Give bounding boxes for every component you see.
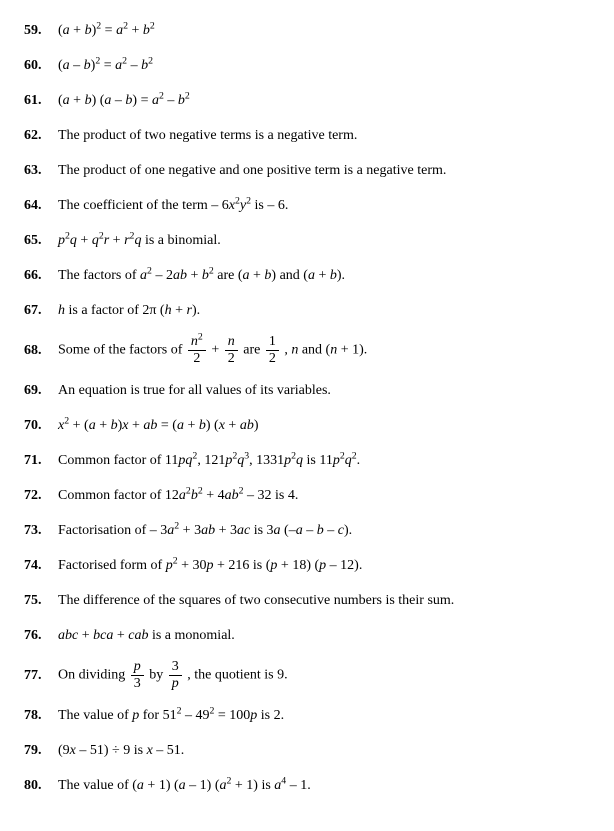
question-number: 76. xyxy=(24,625,58,646)
question-item: 80.The value of (a + 1) (a – 1) (a2 + 1)… xyxy=(24,775,590,796)
question-item: 61.(a + b) (a – b) = a2 – b2 xyxy=(24,90,590,111)
question-text: abc + bca + cab is a monomial. xyxy=(58,625,590,646)
question-item: 79.(9x – 51) ÷ 9 is x – 51. xyxy=(24,740,590,761)
question-item: 76.abc + bca + cab is a monomial. xyxy=(24,625,590,646)
question-item: 73.Factorisation of – 3a2 + 3ab + 3ac is… xyxy=(24,520,590,541)
question-item: 59.(a + b)2 = a2 + b2 xyxy=(24,20,590,41)
question-number: 62. xyxy=(24,125,58,146)
question-text: The product of one negative and one posi… xyxy=(58,160,590,181)
question-item: 72.Common factor of 12a2b2 + 4ab2 – 32 i… xyxy=(24,485,590,506)
question-text: The product of two negative terms is a n… xyxy=(58,125,590,146)
question-number: 71. xyxy=(24,450,58,471)
question-number: 66. xyxy=(24,265,58,286)
question-text: The coefficient of the term – 6x2y2 is –… xyxy=(58,195,590,216)
question-text: Factorised form of p2 + 30p + 216 is (p … xyxy=(58,555,590,576)
question-text: p2q + q2r + r2q is a binomial. xyxy=(58,230,590,251)
question-number: 79. xyxy=(24,740,58,761)
question-text: x2 + (a + b)x + ab = (a + b) (x + ab) xyxy=(58,415,590,436)
question-text: Factorisation of – 3a2 + 3ab + 3ac is 3a… xyxy=(58,520,590,541)
question-number: 64. xyxy=(24,195,58,216)
question-item: 74.Factorised form of p2 + 30p + 216 is … xyxy=(24,555,590,576)
question-list: 59.(a + b)2 = a2 + b260.(a – b)2 = a2 – … xyxy=(24,20,590,796)
question-item: 67.h is a factor of 2π (h + r). xyxy=(24,300,590,321)
question-number: 59. xyxy=(24,20,58,41)
question-text: On dividing p3 by 3p , the quotient is 9… xyxy=(58,660,590,691)
question-number: 63. xyxy=(24,160,58,181)
question-text: The factors of a2 – 2ab + b2 are (a + b)… xyxy=(58,265,590,286)
question-item: 70.x2 + (a + b)x + ab = (a + b) (x + ab) xyxy=(24,415,590,436)
question-number: 68. xyxy=(24,340,58,361)
question-text: h is a factor of 2π (h + r). xyxy=(58,300,590,321)
question-item: 68.Some of the factors of n22 + n2 are 1… xyxy=(24,335,590,366)
question-item: 77.On dividing p3 by 3p , the quotient i… xyxy=(24,660,590,691)
question-text: The value of (a + 1) (a – 1) (a2 + 1) is… xyxy=(58,775,590,796)
question-number: 67. xyxy=(24,300,58,321)
question-item: 71.Common factor of 11pq2, 121p2q3, 1331… xyxy=(24,450,590,471)
question-number: 73. xyxy=(24,520,58,541)
question-item: 60.(a – b)2 = a2 – b2 xyxy=(24,55,590,76)
question-number: 77. xyxy=(24,665,58,686)
question-number: 74. xyxy=(24,555,58,576)
question-item: 62.The product of two negative terms is … xyxy=(24,125,590,146)
question-text: (9x – 51) ÷ 9 is x – 51. xyxy=(58,740,590,761)
question-text: (a + b) (a – b) = a2 – b2 xyxy=(58,90,590,111)
question-item: 66.The factors of a2 – 2ab + b2 are (a +… xyxy=(24,265,590,286)
question-number: 60. xyxy=(24,55,58,76)
question-number: 72. xyxy=(24,485,58,506)
question-text: Some of the factors of n22 + n2 are 12 ,… xyxy=(58,335,590,366)
question-item: 75.The difference of the squares of two … xyxy=(24,590,590,611)
question-item: 78.The value of p for 512 – 492 = 100p i… xyxy=(24,705,590,726)
question-number: 75. xyxy=(24,590,58,611)
question-item: 69.An equation is true for all values of… xyxy=(24,380,590,401)
question-text: The difference of the squares of two con… xyxy=(58,590,590,611)
question-text: Common factor of 12a2b2 + 4ab2 – 32 is 4… xyxy=(58,485,590,506)
question-text: (a + b)2 = a2 + b2 xyxy=(58,20,590,41)
question-text: The value of p for 512 – 492 = 100p is 2… xyxy=(58,705,590,726)
question-text: (a – b)2 = a2 – b2 xyxy=(58,55,590,76)
question-item: 65.p2q + q2r + r2q is a binomial. xyxy=(24,230,590,251)
question-number: 78. xyxy=(24,705,58,726)
question-number: 65. xyxy=(24,230,58,251)
question-text: An equation is true for all values of it… xyxy=(58,380,590,401)
question-number: 69. xyxy=(24,380,58,401)
question-number: 61. xyxy=(24,90,58,111)
question-text: Common factor of 11pq2, 121p2q3, 1331p2q… xyxy=(58,450,590,471)
question-item: 64.The coefficient of the term – 6x2y2 i… xyxy=(24,195,590,216)
question-number: 80. xyxy=(24,775,58,796)
question-item: 63.The product of one negative and one p… xyxy=(24,160,590,181)
question-number: 70. xyxy=(24,415,58,436)
